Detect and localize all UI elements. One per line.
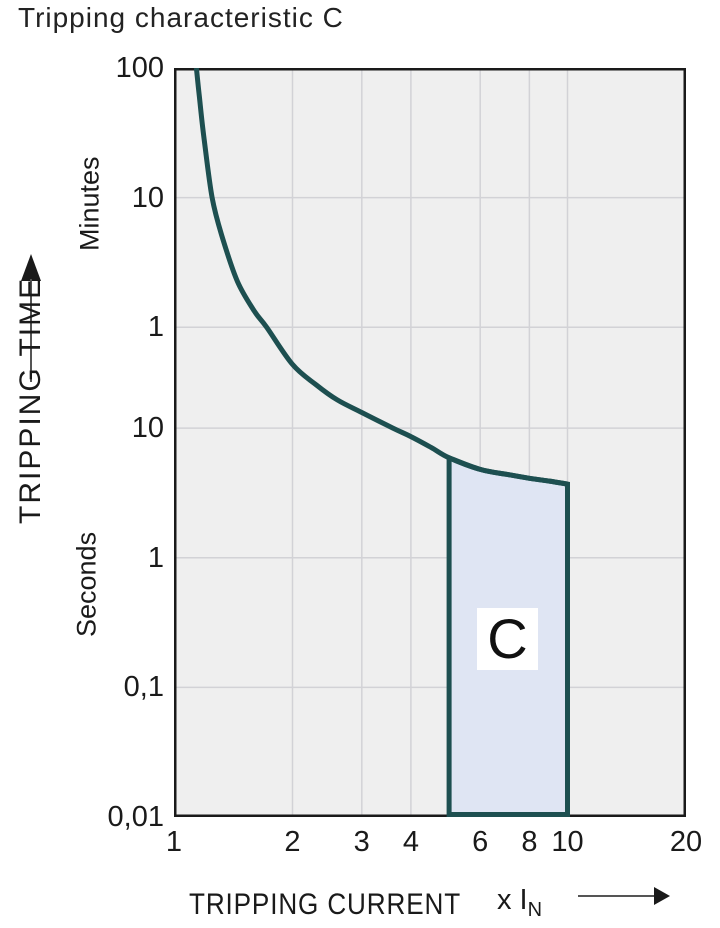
x-tick-label: 4 [402,826,419,858]
y-tick-label: 1 [147,311,164,344]
plot-background [174,68,686,817]
x-axis-title: TRIPPING CURRENT [189,888,462,921]
y-tick-label: 10 [131,412,164,445]
x-tick-label: 2 [284,826,301,858]
x-tick-label: 10 [551,826,584,858]
x-tick-label: 8 [521,826,538,858]
x-tick-label: 1 [165,826,183,858]
region-label: C [487,607,528,670]
right-arrow-icon [578,887,670,905]
x-tick-label: 3 [353,826,370,858]
plot-area [174,68,686,817]
y-tick-label: 1 [147,541,164,574]
tripping-curve-chart [174,68,686,817]
y-tick-label: 0,1 [123,671,164,704]
plot-border [174,68,686,817]
tripping-curve [193,68,568,487]
up-arrow-icon [21,254,41,382]
y-tick-label: 10 [131,181,164,214]
x-tick-label: 20 [669,826,703,858]
region-label-box: C [477,608,538,670]
x-axis-multiplier: x IN [497,884,543,921]
page-title: Tripping characteristic C [18,2,344,33]
y-tick-label: 0,01 [107,801,164,833]
y-tick-label: 100 [115,52,164,84]
x-tick-label: 6 [472,826,489,858]
